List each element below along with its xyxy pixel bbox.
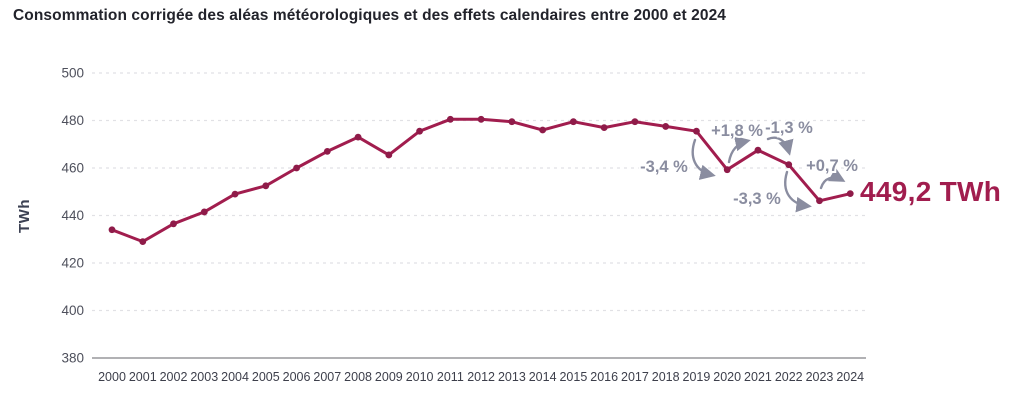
data-point: [539, 126, 547, 134]
x-axis-tick-label: 2011: [437, 370, 464, 384]
y-axis-tick-label: 460: [61, 161, 84, 176]
data-point: [846, 190, 854, 198]
x-axis-tick-label: 2010: [406, 370, 434, 384]
x-axis-tick-label: 2008: [344, 370, 372, 384]
data-point: [108, 226, 116, 234]
x-axis-tick-label: 2019: [683, 370, 711, 384]
data-point: [754, 146, 762, 154]
x-axis-tick-label: 2022: [775, 370, 803, 384]
x-axis-tick-label: 2007: [313, 370, 341, 384]
data-point: [477, 115, 485, 123]
data-point: [693, 127, 700, 135]
annotation-pct-2024: +0,7 %: [806, 157, 858, 175]
data-point: [600, 124, 608, 132]
x-axis-tick-label: 2009: [375, 370, 403, 384]
data-point: [139, 238, 147, 246]
x-axis-tick-label: 2012: [467, 370, 495, 384]
data-point: [231, 190, 239, 198]
x-axis-tick-label: 2003: [190, 370, 218, 384]
annotation-pct-2021: +1,8 %: [711, 122, 763, 140]
data-point: [631, 118, 639, 126]
data-point: [816, 197, 823, 205]
data-point: [200, 208, 208, 216]
data-point: [785, 161, 793, 169]
x-axis-tick-label: 2006: [283, 370, 311, 384]
x-axis-tick-label: 2015: [559, 370, 587, 384]
data-point: [323, 147, 331, 155]
data-point: [293, 164, 300, 172]
y-axis-tick-label: 400: [61, 303, 84, 318]
x-axis-tick-label: 2000: [98, 370, 126, 384]
trend-arrow-icon: [727, 135, 751, 164]
x-axis-tick-label: 2014: [529, 370, 557, 384]
x-axis-tick-label: 2016: [590, 370, 618, 384]
x-axis-tick-label: 2023: [806, 370, 834, 384]
trend-arrow-icon: [784, 170, 812, 213]
data-point: [446, 115, 454, 123]
x-axis-tick-label: 2001: [129, 370, 157, 384]
x-axis-tick-label: 2020: [713, 370, 741, 384]
data-point: [662, 123, 670, 130]
annotation-pct-2023: -3,3 %: [733, 190, 781, 208]
annotation-pct-2020: -3,4 %: [640, 158, 688, 176]
data-point: [170, 220, 177, 228]
trend-arrow-icon: [691, 138, 716, 180]
annotation-pct-2022: -1,3 %: [765, 119, 813, 137]
y-axis-title: TWh: [16, 199, 33, 233]
y-axis-tick-label: 420: [61, 256, 84, 271]
end-value-label: 449,2 TWh: [860, 176, 1001, 207]
trend-arrow-icon: [766, 136, 794, 156]
data-point: [508, 118, 516, 126]
trend-arrow-icon: [819, 167, 846, 190]
data-point: [354, 133, 362, 141]
x-axis-tick-label: 2002: [160, 370, 188, 384]
y-axis-tick-label: 440: [61, 208, 84, 223]
chart-title: Consommation corrigée des aléas météorol…: [13, 7, 727, 24]
y-axis-tick-label: 500: [61, 66, 84, 81]
x-axis-tick-label: 2013: [498, 370, 526, 384]
data-point: [385, 151, 393, 159]
x-axis-tick-label: 2024: [836, 370, 864, 384]
data-point: [570, 118, 577, 126]
data-point: [723, 166, 731, 174]
x-axis-tick-label: 2021: [744, 370, 772, 384]
data-point: [416, 127, 423, 135]
data-point: [262, 182, 270, 190]
y-axis-tick-label: 380: [61, 351, 84, 366]
y-axis-tick-label: 480: [61, 113, 84, 128]
x-axis-tick-label: 2018: [652, 370, 680, 384]
x-axis-tick-label: 2004: [221, 370, 249, 384]
x-axis-tick-label: 2017: [621, 370, 649, 384]
x-axis-tick-label: 2005: [252, 370, 280, 384]
